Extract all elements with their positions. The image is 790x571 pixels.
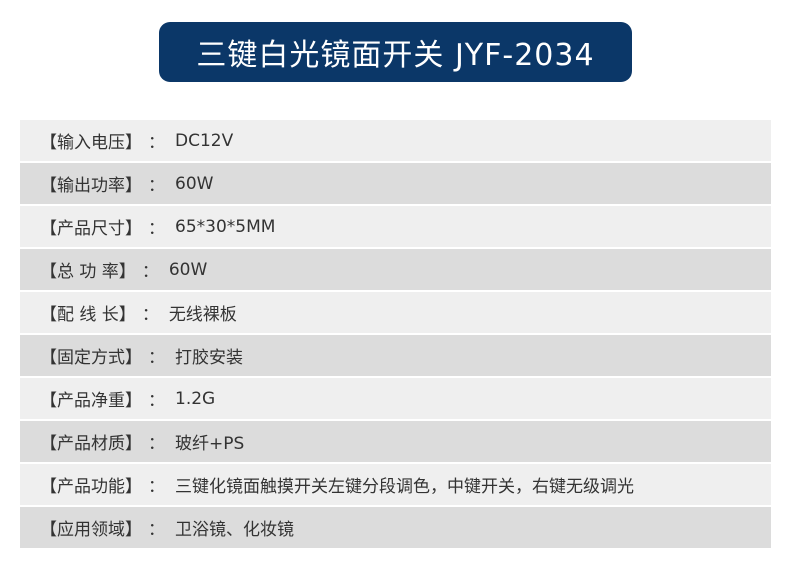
spec-table: 【输入电压】： DC12V 【输出功率】： 60W 【产品尺寸】： 65*30*5MM… xyxy=(20,120,771,550)
spec-label: 【产品材质】 xyxy=(40,434,142,454)
separator: ： xyxy=(148,219,165,239)
spec-label: 【总 功 率】 xyxy=(40,262,136,282)
spec-label: 【产品功能】 xyxy=(40,477,142,497)
separator: ： xyxy=(141,305,159,325)
spec-value: 玻纤+PS xyxy=(175,434,245,454)
spec-row-input-voltage: 【输入电压】 ： DC12V xyxy=(20,120,771,161)
separator: ： xyxy=(148,348,165,368)
separator: ： xyxy=(148,391,165,411)
spec-label: 【固定方式】 xyxy=(40,348,142,368)
separator: ： xyxy=(148,434,165,454)
separator: ： xyxy=(148,176,165,196)
spec-value: 60W xyxy=(168,259,208,280)
separator: ： xyxy=(141,262,159,282)
spec-row-application: 【应用领域】 ： 卫浴镜、化妆镜 xyxy=(20,507,771,548)
spec-label: 【应用领域】 xyxy=(40,520,142,540)
spec-value: 卫浴镜、化妆镜 xyxy=(175,520,294,540)
spec-label: 【产品净重】 xyxy=(40,391,142,411)
separator: ： xyxy=(148,520,165,540)
separator: ： xyxy=(148,477,165,497)
spec-label: 【配 线 长】 xyxy=(40,305,136,325)
spec-value: 60W xyxy=(175,173,214,194)
spec-row-mounting: 【固定方式】 ： 打胶安装 xyxy=(20,335,771,376)
spec-row-wire-length: 【配 线 长】： 无线裸板 xyxy=(20,292,771,333)
spec-row-function: 【产品功能】 ： 三键化镜面触摸开关左键分段调色，中键开关，右键无级调光 xyxy=(20,464,771,505)
spec-row-output-power: 【输出功率】 ： 60W xyxy=(20,163,771,204)
spec-value: 65*30*5MM xyxy=(175,216,276,237)
spec-row-size: 【产品尺寸】 ： 65*30*5MM xyxy=(20,206,771,247)
spec-value: 三键化镜面触摸开关左键分段调色，中键开关，右键无级调光 xyxy=(175,477,634,497)
spec-label: 【输入电压】 xyxy=(40,133,142,153)
spec-value: 打胶安装 xyxy=(175,348,243,368)
spec-value: 1.2G xyxy=(175,388,216,409)
spec-row-material: 【产品材质】 ： 玻纤+PS xyxy=(20,421,771,462)
spec-row-total-power: 【总 功 率】： 60W xyxy=(20,249,771,290)
spec-label: 【输出功率】 xyxy=(40,176,142,196)
page-title: 三键白光镜面开关 JYF-2034 xyxy=(159,22,632,82)
spec-value: 无线裸板 xyxy=(168,305,237,325)
separator: ： xyxy=(148,133,165,153)
spec-label: 【产品尺寸】 xyxy=(40,219,142,239)
spec-value: DC12V xyxy=(175,130,234,151)
spec-row-weight: 【产品净重】 ： 1.2G xyxy=(20,378,771,419)
